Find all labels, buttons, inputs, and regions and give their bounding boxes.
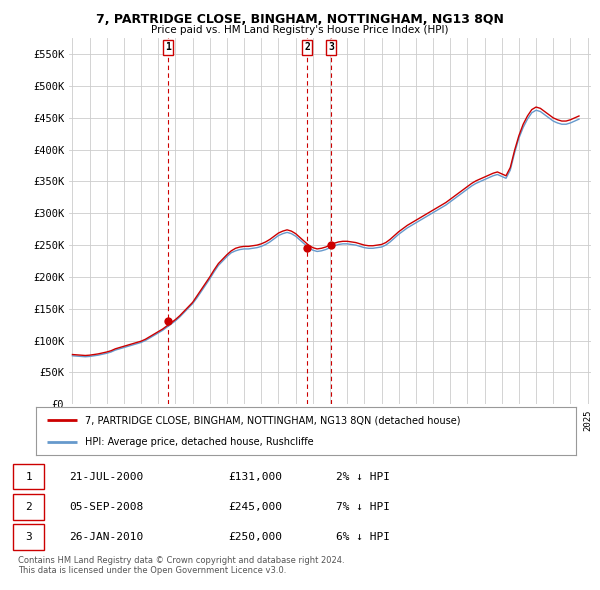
- Text: 7, PARTRIDGE CLOSE, BINGHAM, NOTTINGHAM, NG13 8QN: 7, PARTRIDGE CLOSE, BINGHAM, NOTTINGHAM,…: [96, 13, 504, 26]
- Text: £245,000: £245,000: [228, 502, 282, 512]
- Text: 21-JUL-2000: 21-JUL-2000: [69, 471, 143, 481]
- Text: Price paid vs. HM Land Registry's House Price Index (HPI): Price paid vs. HM Land Registry's House …: [151, 25, 449, 35]
- Text: £131,000: £131,000: [228, 471, 282, 481]
- Text: 6% ↓ HPI: 6% ↓ HPI: [336, 532, 390, 542]
- FancyBboxPatch shape: [13, 494, 44, 520]
- Text: 7, PARTRIDGE CLOSE, BINGHAM, NOTTINGHAM, NG13 8QN (detached house): 7, PARTRIDGE CLOSE, BINGHAM, NOTTINGHAM,…: [85, 415, 460, 425]
- Text: 26-JAN-2010: 26-JAN-2010: [69, 532, 143, 542]
- Text: 05-SEP-2008: 05-SEP-2008: [69, 502, 143, 512]
- Text: 1: 1: [25, 471, 32, 481]
- FancyBboxPatch shape: [13, 524, 44, 550]
- Text: 3: 3: [328, 42, 334, 53]
- Text: 3: 3: [25, 532, 32, 542]
- Text: 7% ↓ HPI: 7% ↓ HPI: [336, 502, 390, 512]
- Text: Contains HM Land Registry data © Crown copyright and database right 2024.: Contains HM Land Registry data © Crown c…: [18, 556, 344, 565]
- FancyBboxPatch shape: [13, 464, 44, 490]
- Text: HPI: Average price, detached house, Rushcliffe: HPI: Average price, detached house, Rush…: [85, 437, 313, 447]
- Text: 2: 2: [25, 502, 32, 512]
- Text: 1: 1: [165, 42, 171, 53]
- Text: £250,000: £250,000: [228, 532, 282, 542]
- Text: 2% ↓ HPI: 2% ↓ HPI: [336, 471, 390, 481]
- Text: This data is licensed under the Open Government Licence v3.0.: This data is licensed under the Open Gov…: [18, 566, 286, 575]
- Text: 2: 2: [304, 42, 310, 53]
